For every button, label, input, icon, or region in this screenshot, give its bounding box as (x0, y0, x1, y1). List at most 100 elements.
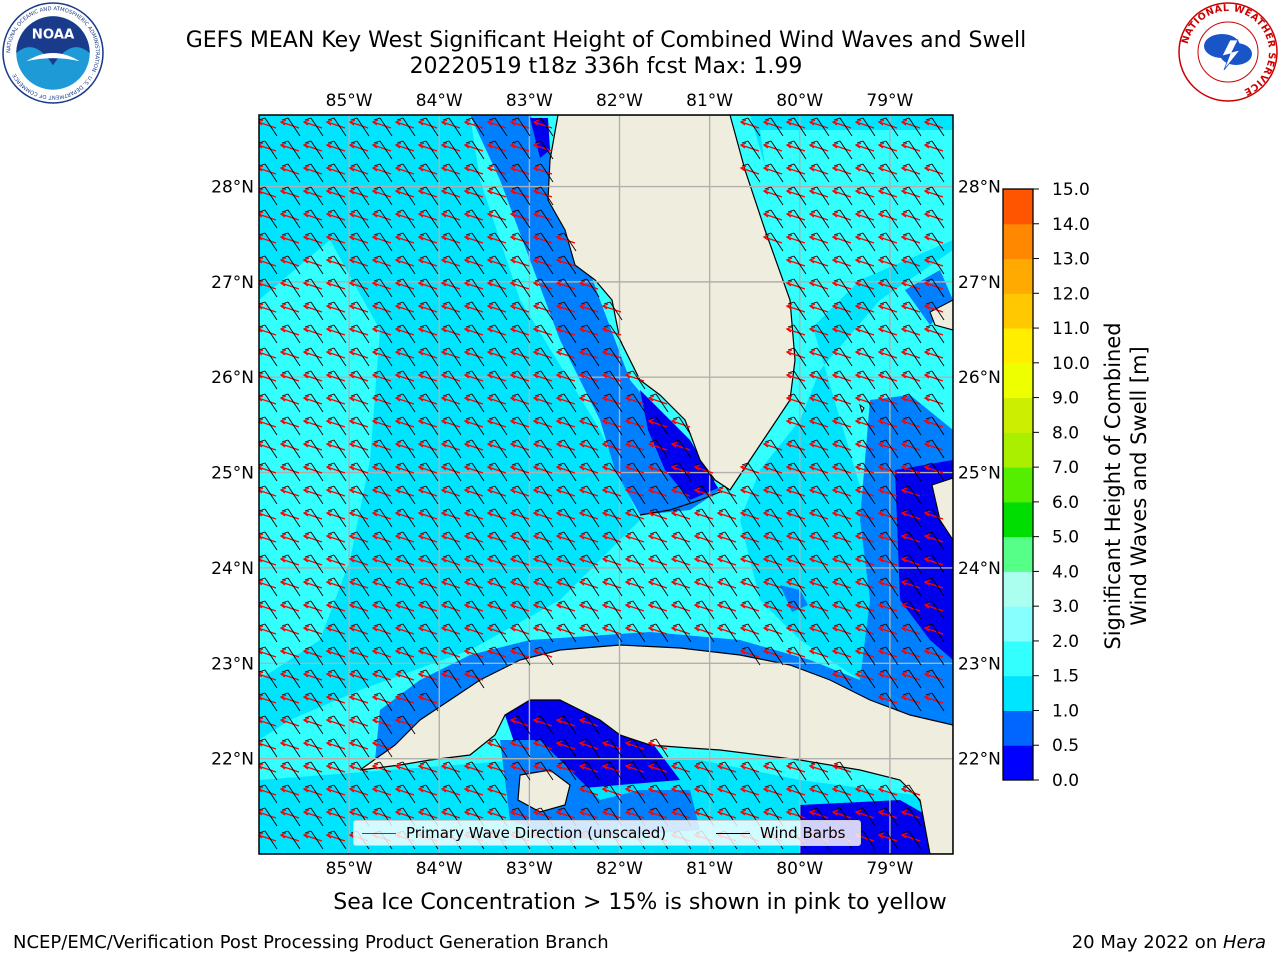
wind-barb (425, 163, 439, 183)
wind-barb (885, 577, 899, 597)
wave-arrow (510, 420, 530, 428)
wind-barb (793, 140, 807, 160)
wave-arrow (418, 328, 438, 336)
wave-arrow (464, 213, 484, 221)
wave-arrow (878, 121, 898, 129)
wave-arrow (809, 121, 829, 129)
wind-barb (264, 600, 278, 620)
lon-label-top: 80°W (776, 91, 823, 111)
wind-barb (908, 255, 922, 275)
wave-arrow (280, 213, 300, 221)
wind-barb (379, 738, 393, 758)
wave-arrow (487, 558, 507, 566)
wave-arrow (259, 167, 277, 175)
wave-arrow (855, 397, 875, 405)
wave-arrow (372, 627, 392, 635)
wind-barb (264, 186, 278, 206)
colorbar-tick-label: 0.0 (1052, 771, 1079, 791)
colorbar-label: Significant Height of Combined Wind Wave… (1100, 306, 1160, 666)
wave-arrow (533, 604, 553, 612)
wave-arrow (487, 282, 507, 290)
wind-barb (517, 439, 531, 459)
wind-barb (287, 416, 301, 436)
wave-arrow (901, 167, 921, 175)
wave-arrow (855, 121, 875, 129)
wind-barb (908, 508, 922, 528)
wind-barb (793, 232, 807, 252)
wave-arrow (556, 742, 576, 750)
wave-arrow (487, 788, 507, 796)
wind-barb (356, 508, 370, 528)
wave-arrow (786, 558, 806, 566)
wind-barb (540, 301, 554, 321)
colorbar-tick-label: 13.0 (1052, 250, 1090, 270)
wind-barb (379, 508, 393, 528)
wind-barb (287, 117, 301, 137)
wave-arrow (395, 811, 415, 819)
wind-barb (908, 784, 922, 804)
wave-arrow (855, 351, 875, 359)
wind-barb (287, 462, 301, 482)
wave-arrow (280, 604, 300, 612)
wind-barb (494, 577, 508, 597)
wind-barb (425, 324, 439, 344)
wind-barb (862, 163, 876, 183)
wave-arrow (832, 466, 852, 474)
wave-arrow (487, 213, 507, 221)
wind-barb (333, 761, 347, 781)
wave-arrow (372, 581, 392, 589)
wave-arrow (280, 535, 300, 543)
wind-barb (632, 370, 646, 390)
wave-arrow (924, 466, 944, 474)
wave-arrow (625, 765, 645, 773)
wind-barb (701, 623, 715, 643)
wind-barb (816, 485, 830, 505)
wind-barb (885, 508, 899, 528)
wind-barb (724, 600, 738, 620)
wind-barb (264, 669, 278, 689)
wave-arrow (487, 489, 507, 497)
wind-barb (425, 669, 439, 689)
wave-arrow (372, 604, 392, 612)
wind-barb (816, 761, 830, 781)
wave-arrow (671, 466, 691, 474)
wind-barb (908, 209, 922, 229)
wind-barb (563, 416, 577, 436)
wind-barb (471, 669, 485, 689)
wind-barb (816, 784, 830, 804)
wind-barb (333, 692, 347, 712)
wave-arrow (395, 696, 415, 704)
wind-barb (448, 508, 462, 528)
wave-arrow (533, 627, 553, 635)
wind-barb (586, 301, 600, 321)
wave-arrow (855, 213, 875, 221)
wave-arrow (326, 420, 346, 428)
wind-barb (448, 393, 462, 413)
wind-barb (885, 278, 899, 298)
wind-barb (494, 531, 508, 551)
wind-barb (356, 531, 370, 551)
wave-arrow (878, 512, 898, 520)
wave-arrow (556, 328, 576, 336)
wave-arrow (395, 650, 415, 658)
wind-barb (402, 508, 416, 528)
wind-barb (586, 738, 600, 758)
wave-arrow (556, 558, 576, 566)
wave-arrow (602, 489, 622, 497)
wind-barb (885, 439, 899, 459)
wave-arrow (418, 374, 438, 382)
wave-arrow (349, 213, 369, 221)
wave-arrow (441, 765, 461, 773)
wave-arrow (349, 627, 369, 635)
wave-arrow (464, 443, 484, 451)
wave-arrow (418, 673, 438, 681)
wave-arrow (740, 558, 760, 566)
wind-barb (747, 140, 761, 160)
wind-barb (862, 117, 876, 137)
wind-barb (402, 784, 416, 804)
wave-arrow (533, 719, 553, 727)
lon-label-bottom: 81°W (686, 859, 733, 879)
wave-arrow (809, 190, 829, 198)
wind-barb (563, 554, 577, 574)
legend-wave-item: Primary Wave Direction (unscaled) (362, 824, 666, 842)
